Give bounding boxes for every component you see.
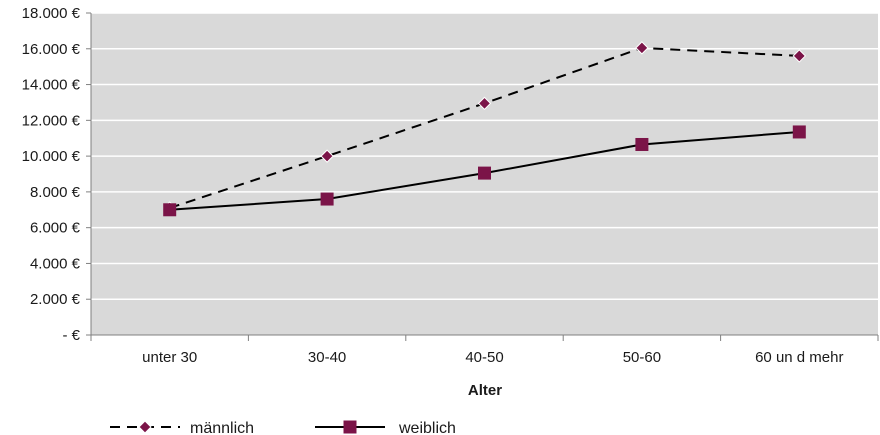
y-tick-label: 10.000 € <box>22 148 81 165</box>
legend-marker <box>138 420 152 434</box>
x-axis-title: Alter <box>468 382 502 399</box>
data-point <box>635 137 649 151</box>
data-point <box>635 41 649 55</box>
y-axis-tick-labels: - € 2.000 € 4.000 € 6.000 € 8.000 € 10.000 € 1… <box>22 5 81 344</box>
y-tick-label: 16.000 € <box>22 41 81 58</box>
data-point <box>792 49 807 63</box>
gridlines <box>91 12 878 300</box>
data-point <box>320 149 334 163</box>
legend-label: weiblich <box>398 420 456 435</box>
data-point <box>478 166 491 180</box>
legend-label: männlich <box>190 420 254 435</box>
x-tick-label: 30-40 <box>308 349 346 366</box>
data-point <box>792 125 806 139</box>
legend: männlich weiblich <box>110 420 456 435</box>
y-tick-label: 6.000 € <box>30 220 81 237</box>
y-tick-label: 8.000 € <box>30 184 81 201</box>
x-axis-tick-labels: unter 30 30-40 40-50 50-60 60 un d mehr <box>142 349 843 366</box>
y-tick-label: 14.000 € <box>22 77 81 94</box>
y-tick-label: 2.000 € <box>30 291 81 308</box>
legend-entry: männlich <box>110 420 254 435</box>
x-tick-label: 60 un d mehr <box>755 349 843 366</box>
legend-entry: weiblich <box>315 420 456 435</box>
x-tick-label: 50-60 <box>623 349 661 366</box>
y-tick-label: 18.000 € <box>22 5 81 22</box>
x-tick-label: 40-50 <box>465 349 503 366</box>
y-tick-label: 4.000 € <box>30 255 81 272</box>
y-tick-label: - € <box>62 327 80 344</box>
legend-marker <box>343 420 357 434</box>
axes <box>86 12 879 341</box>
data-point <box>477 96 492 111</box>
series-markers <box>162 41 807 217</box>
data-point <box>163 203 177 217</box>
x-tick-label: unter 30 <box>142 349 197 366</box>
y-tick-label: 12.000 € <box>22 112 81 129</box>
data-point <box>320 192 334 206</box>
